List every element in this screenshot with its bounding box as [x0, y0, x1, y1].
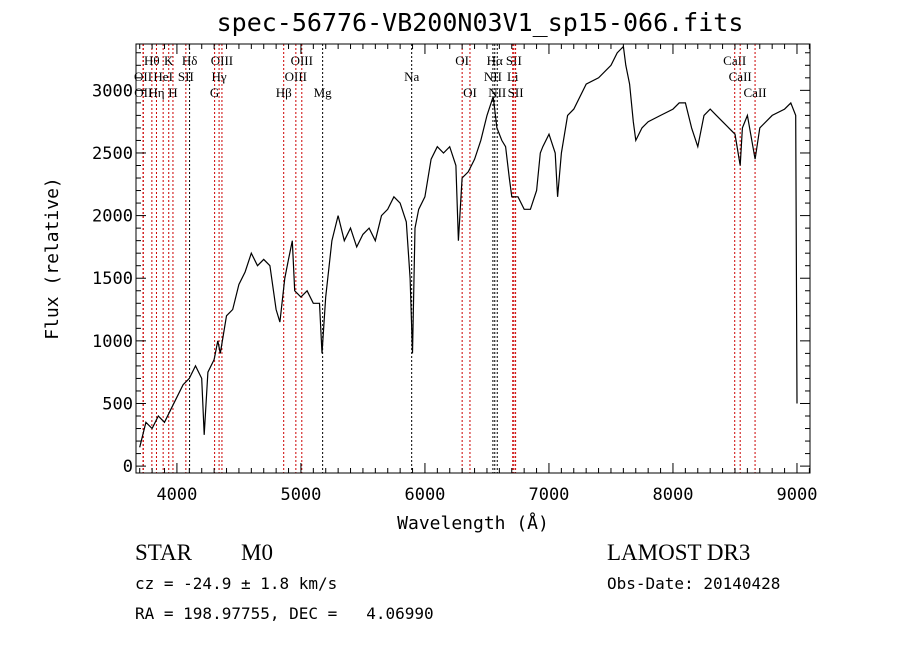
x-tick-label: 6000	[404, 485, 445, 505]
line-label-17: CaII	[729, 69, 752, 84]
line-label-8: CaII	[723, 53, 746, 68]
line-label-10: HeI	[153, 69, 173, 84]
line-label-16: Li	[507, 69, 519, 84]
chart-title: spec-56776-VB200N03V1_sp15-066.fits	[216, 8, 744, 37]
redshift-text: cz = -24.9 ± 1.8 km/s	[135, 574, 338, 593]
x-tick-label: 9000	[777, 485, 818, 505]
line-label-14: Na	[404, 69, 419, 84]
line-label-6: Hα	[487, 53, 503, 68]
y-tick-label: 1000	[92, 332, 133, 352]
line-label-22: Hβ	[276, 85, 292, 100]
obs-date: Obs-Date: 20140428	[607, 574, 781, 593]
line-label-12: Hγ	[212, 69, 227, 84]
x-tick-label: 8000	[652, 485, 693, 505]
y-tick-label: 2000	[92, 207, 133, 227]
y-tick-label: 1500	[92, 269, 133, 289]
line-label-20: H	[168, 85, 177, 100]
line-label-1: K	[164, 53, 174, 68]
y-tick-label: 0	[123, 457, 133, 477]
x-tick-label: 4000	[156, 485, 197, 505]
line-label-19: Hη	[148, 85, 164, 100]
y-axis-label: Flux (relative)	[42, 177, 63, 340]
x-tick-label: 5000	[280, 485, 321, 505]
object-subclass: M0	[241, 540, 273, 565]
line-label-5: OI	[455, 53, 469, 68]
line-label-4: OIII	[291, 53, 313, 68]
y-tick-label: 2500	[92, 144, 133, 164]
line-label-7: SII	[506, 53, 522, 68]
object-class: STAR	[135, 540, 192, 565]
plot-frame	[135, 43, 811, 474]
survey-name: LAMOST DR3	[607, 540, 751, 565]
line-label-3: OIII	[211, 53, 233, 68]
y-tick-label: 500	[102, 394, 133, 414]
line-label-13: OIII	[285, 69, 307, 84]
line-label-23: Mg	[314, 85, 333, 100]
line-label-15: NII	[484, 69, 502, 84]
line-label-21: G	[210, 85, 219, 100]
line-label-18: OII	[134, 85, 152, 100]
line-label-27: CaII	[744, 85, 767, 100]
x-tick-label: 7000	[528, 485, 569, 505]
line-label-2: Hδ	[182, 53, 198, 68]
ra-dec-text: RA = 198.97755, DEC = 4.06990	[135, 604, 434, 623]
line-label-11: SII	[178, 69, 194, 84]
line-label-24: OI	[463, 85, 477, 100]
line-label-0: Hθ	[144, 53, 160, 68]
y-tick-label: 3000	[92, 81, 133, 101]
line-label-26: SII	[508, 85, 524, 100]
x-axis-label: Wavelength (Å)	[397, 512, 549, 534]
line-label-25: NII	[488, 85, 506, 100]
spectrum-line	[139, 45, 798, 448]
